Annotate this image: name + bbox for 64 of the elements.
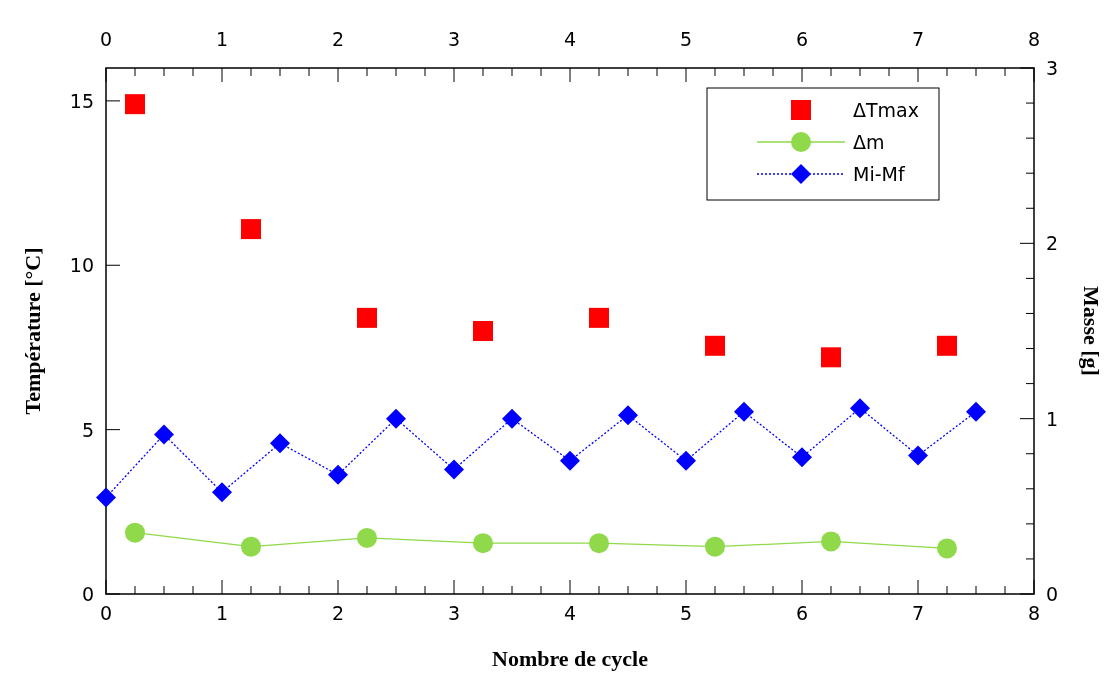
y2-tick-label: 1 [1046, 407, 1059, 430]
x-tick-label: 3 [447, 602, 461, 624]
legend-label: ΔTmax [853, 99, 919, 121]
point [734, 401, 754, 422]
x-tick-label: 7 [911, 602, 925, 624]
point [908, 445, 928, 466]
point [589, 533, 609, 554]
y2-axis-title: Masse [g] [1079, 286, 1104, 376]
y2-tick-label: 3 [1046, 57, 1059, 79]
point [444, 459, 464, 480]
x-axis-title: Nombre de cycle [492, 646, 649, 671]
point [241, 536, 261, 557]
y-axis-title: Température [°C] [20, 247, 45, 415]
point [357, 527, 377, 548]
point [937, 538, 957, 559]
x2-tick-label: 0 [99, 28, 113, 50]
x-tick-label: 5 [679, 602, 693, 624]
point [270, 433, 290, 454]
y-tick-label: 0 [81, 583, 94, 605]
legend-label: Mi-Mf [853, 163, 906, 185]
point [850, 398, 870, 419]
x2-tick-label: 2 [331, 28, 345, 50]
point [241, 219, 261, 240]
x-tick-label: 2 [331, 602, 345, 624]
x2-tick-label: 1 [215, 28, 229, 50]
point [705, 536, 725, 557]
point [618, 405, 638, 426]
point [676, 450, 696, 471]
point [212, 482, 232, 503]
x2-tick-label: 3 [447, 28, 461, 50]
point [473, 533, 493, 554]
point [125, 522, 145, 543]
point [386, 408, 406, 429]
x-tick-label: 6 [795, 602, 809, 624]
x-tick-label: 8 [1027, 602, 1041, 624]
point [821, 347, 841, 368]
x-tick-label: 0 [99, 602, 113, 624]
point [792, 447, 812, 468]
point [937, 335, 957, 356]
y-tick-label: 5 [81, 418, 94, 441]
y2-tick-label: 0 [1046, 583, 1059, 605]
point [502, 408, 522, 429]
point [357, 307, 377, 328]
point [705, 335, 725, 356]
x2-tick-label: 6 [795, 28, 809, 50]
y-tick-label: 15 [69, 89, 94, 112]
x-tick-label: 1 [215, 602, 229, 624]
point [328, 464, 348, 485]
x2-tick-label: 4 [563, 28, 577, 50]
x-tick-label: 4 [563, 602, 577, 624]
y2-tick-label: 2 [1046, 232, 1059, 255]
point [966, 401, 986, 422]
point [473, 321, 493, 341]
point [560, 450, 580, 471]
point [125, 94, 145, 115]
x2-tick-label: 7 [911, 28, 925, 50]
legend-label: Δm [853, 131, 885, 153]
x2-tick-label: 5 [679, 28, 693, 50]
x2-tick-label: 8 [1027, 28, 1041, 50]
point [821, 531, 841, 552]
point [589, 307, 609, 328]
y-tick-label: 10 [69, 254, 94, 277]
point [154, 424, 174, 445]
point [96, 487, 116, 508]
